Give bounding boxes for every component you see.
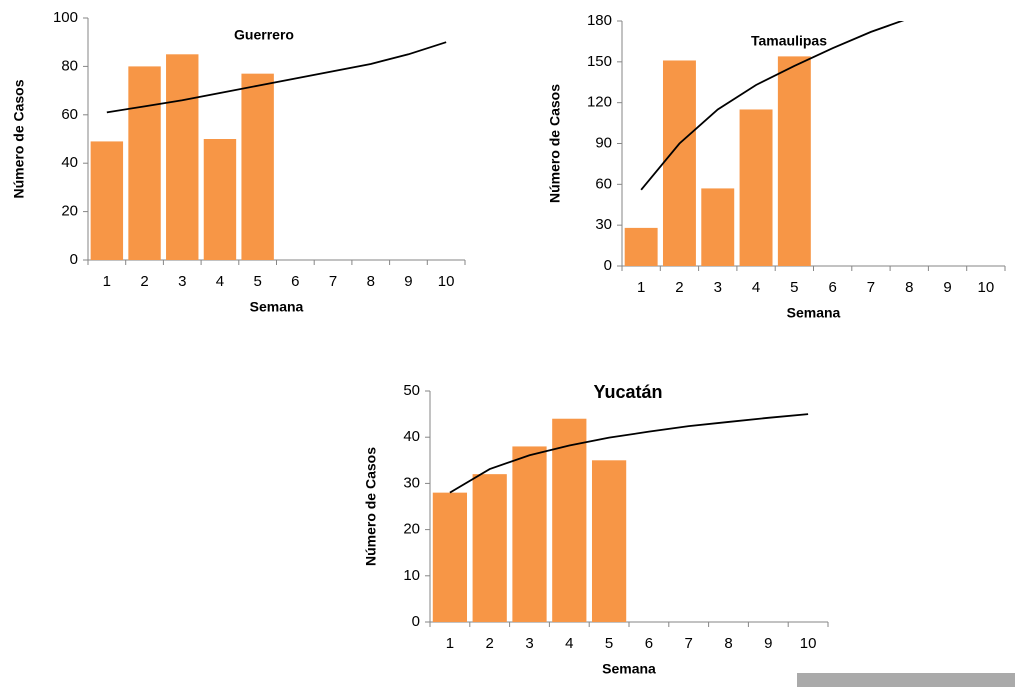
bar — [432, 492, 468, 622]
bar — [241, 73, 274, 260]
trend-line — [449, 413, 809, 494]
y-tick-label: 20 — [61, 203, 78, 220]
trend-line — [640, 21, 905, 191]
bar — [591, 460, 627, 622]
x-tick-label: 8 — [905, 279, 913, 296]
x-axis-title: Semana — [787, 305, 841, 321]
bar — [166, 54, 199, 260]
x-tick-label: 2 — [486, 635, 494, 652]
bar — [552, 418, 587, 622]
x-tick-label: 10 — [978, 279, 995, 296]
bar — [90, 141, 124, 260]
x-tick-label: 3 — [714, 279, 722, 296]
y-tick-label: 50 — [403, 382, 420, 399]
x-tick-label: 9 — [764, 635, 772, 652]
x-tick-label: 7 — [685, 635, 693, 652]
bar — [777, 56, 811, 267]
x-tick-label: 3 — [525, 635, 533, 652]
x-tick-label: 6 — [828, 279, 836, 296]
x-tick-label: 10 — [800, 635, 817, 652]
y-tick-label: 20 — [403, 521, 420, 538]
y-tick-label: 0 — [412, 613, 420, 630]
x-tick-label: 2 — [675, 279, 683, 296]
y-axis-title: Número de Casos — [363, 447, 379, 566]
x-tick-label: 1 — [103, 273, 111, 290]
x-tick-label: 7 — [867, 279, 875, 296]
bar — [739, 109, 773, 266]
x-tick-label: 9 — [404, 273, 412, 290]
bar — [472, 474, 507, 622]
x-tick-label: 8 — [367, 273, 375, 290]
x-tick-label: 4 — [752, 279, 760, 296]
x-axis-title: Semana — [250, 299, 304, 315]
x-tick-label: 7 — [329, 273, 337, 290]
y-tick-label: 180 — [587, 12, 612, 29]
y-tick-label: 100 — [53, 9, 78, 26]
x-tick-label: 5 — [790, 279, 798, 296]
bar — [128, 66, 161, 261]
y-tick-label: 0 — [70, 251, 78, 268]
y-tick-label: 30 — [595, 216, 612, 233]
x-tick-label: 4 — [216, 273, 224, 290]
y-tick-label: 60 — [61, 106, 78, 123]
chart-title: Guerrero — [234, 27, 294, 43]
bar — [662, 60, 696, 266]
x-tick-label: 2 — [140, 273, 148, 290]
x-tick-label: 10 — [438, 273, 455, 290]
x-tick-label: 3 — [178, 273, 186, 290]
y-axis-title: Número de Casos — [11, 79, 27, 198]
x-tick-label: 8 — [724, 635, 732, 652]
x-tick-label: 9 — [943, 279, 951, 296]
bar — [512, 446, 547, 622]
x-tick-label: 6 — [291, 273, 299, 290]
x-tick-label: 6 — [645, 635, 653, 652]
trend-line — [106, 41, 447, 114]
scrollbar — [797, 673, 1015, 687]
y-tick-label: 40 — [61, 154, 78, 171]
bar — [203, 139, 237, 260]
y-tick-label: 120 — [587, 94, 612, 111]
y-tick-label: 80 — [61, 57, 78, 74]
y-tick-label: 150 — [587, 53, 612, 70]
x-tick-label: 4 — [565, 635, 573, 652]
x-tick-label: 1 — [446, 635, 454, 652]
bar — [624, 227, 658, 266]
chart-title: Tamaulipas — [751, 33, 827, 49]
y-axis-title: Número de Casos — [547, 84, 563, 203]
y-tick-label: 90 — [595, 134, 612, 151]
x-tick-label: 1 — [637, 279, 645, 296]
y-tick-label: 0 — [604, 257, 612, 274]
x-tick-label: 5 — [605, 635, 613, 652]
y-tick-label: 60 — [595, 175, 612, 192]
x-tick-label: 5 — [253, 273, 261, 290]
y-tick-label: 30 — [403, 474, 420, 491]
x-axis-title: Semana — [602, 661, 656, 677]
y-tick-label: 10 — [403, 567, 420, 584]
y-tick-label: 40 — [403, 428, 420, 445]
bar — [701, 188, 735, 266]
chart-title: Yucatán — [593, 382, 662, 402]
